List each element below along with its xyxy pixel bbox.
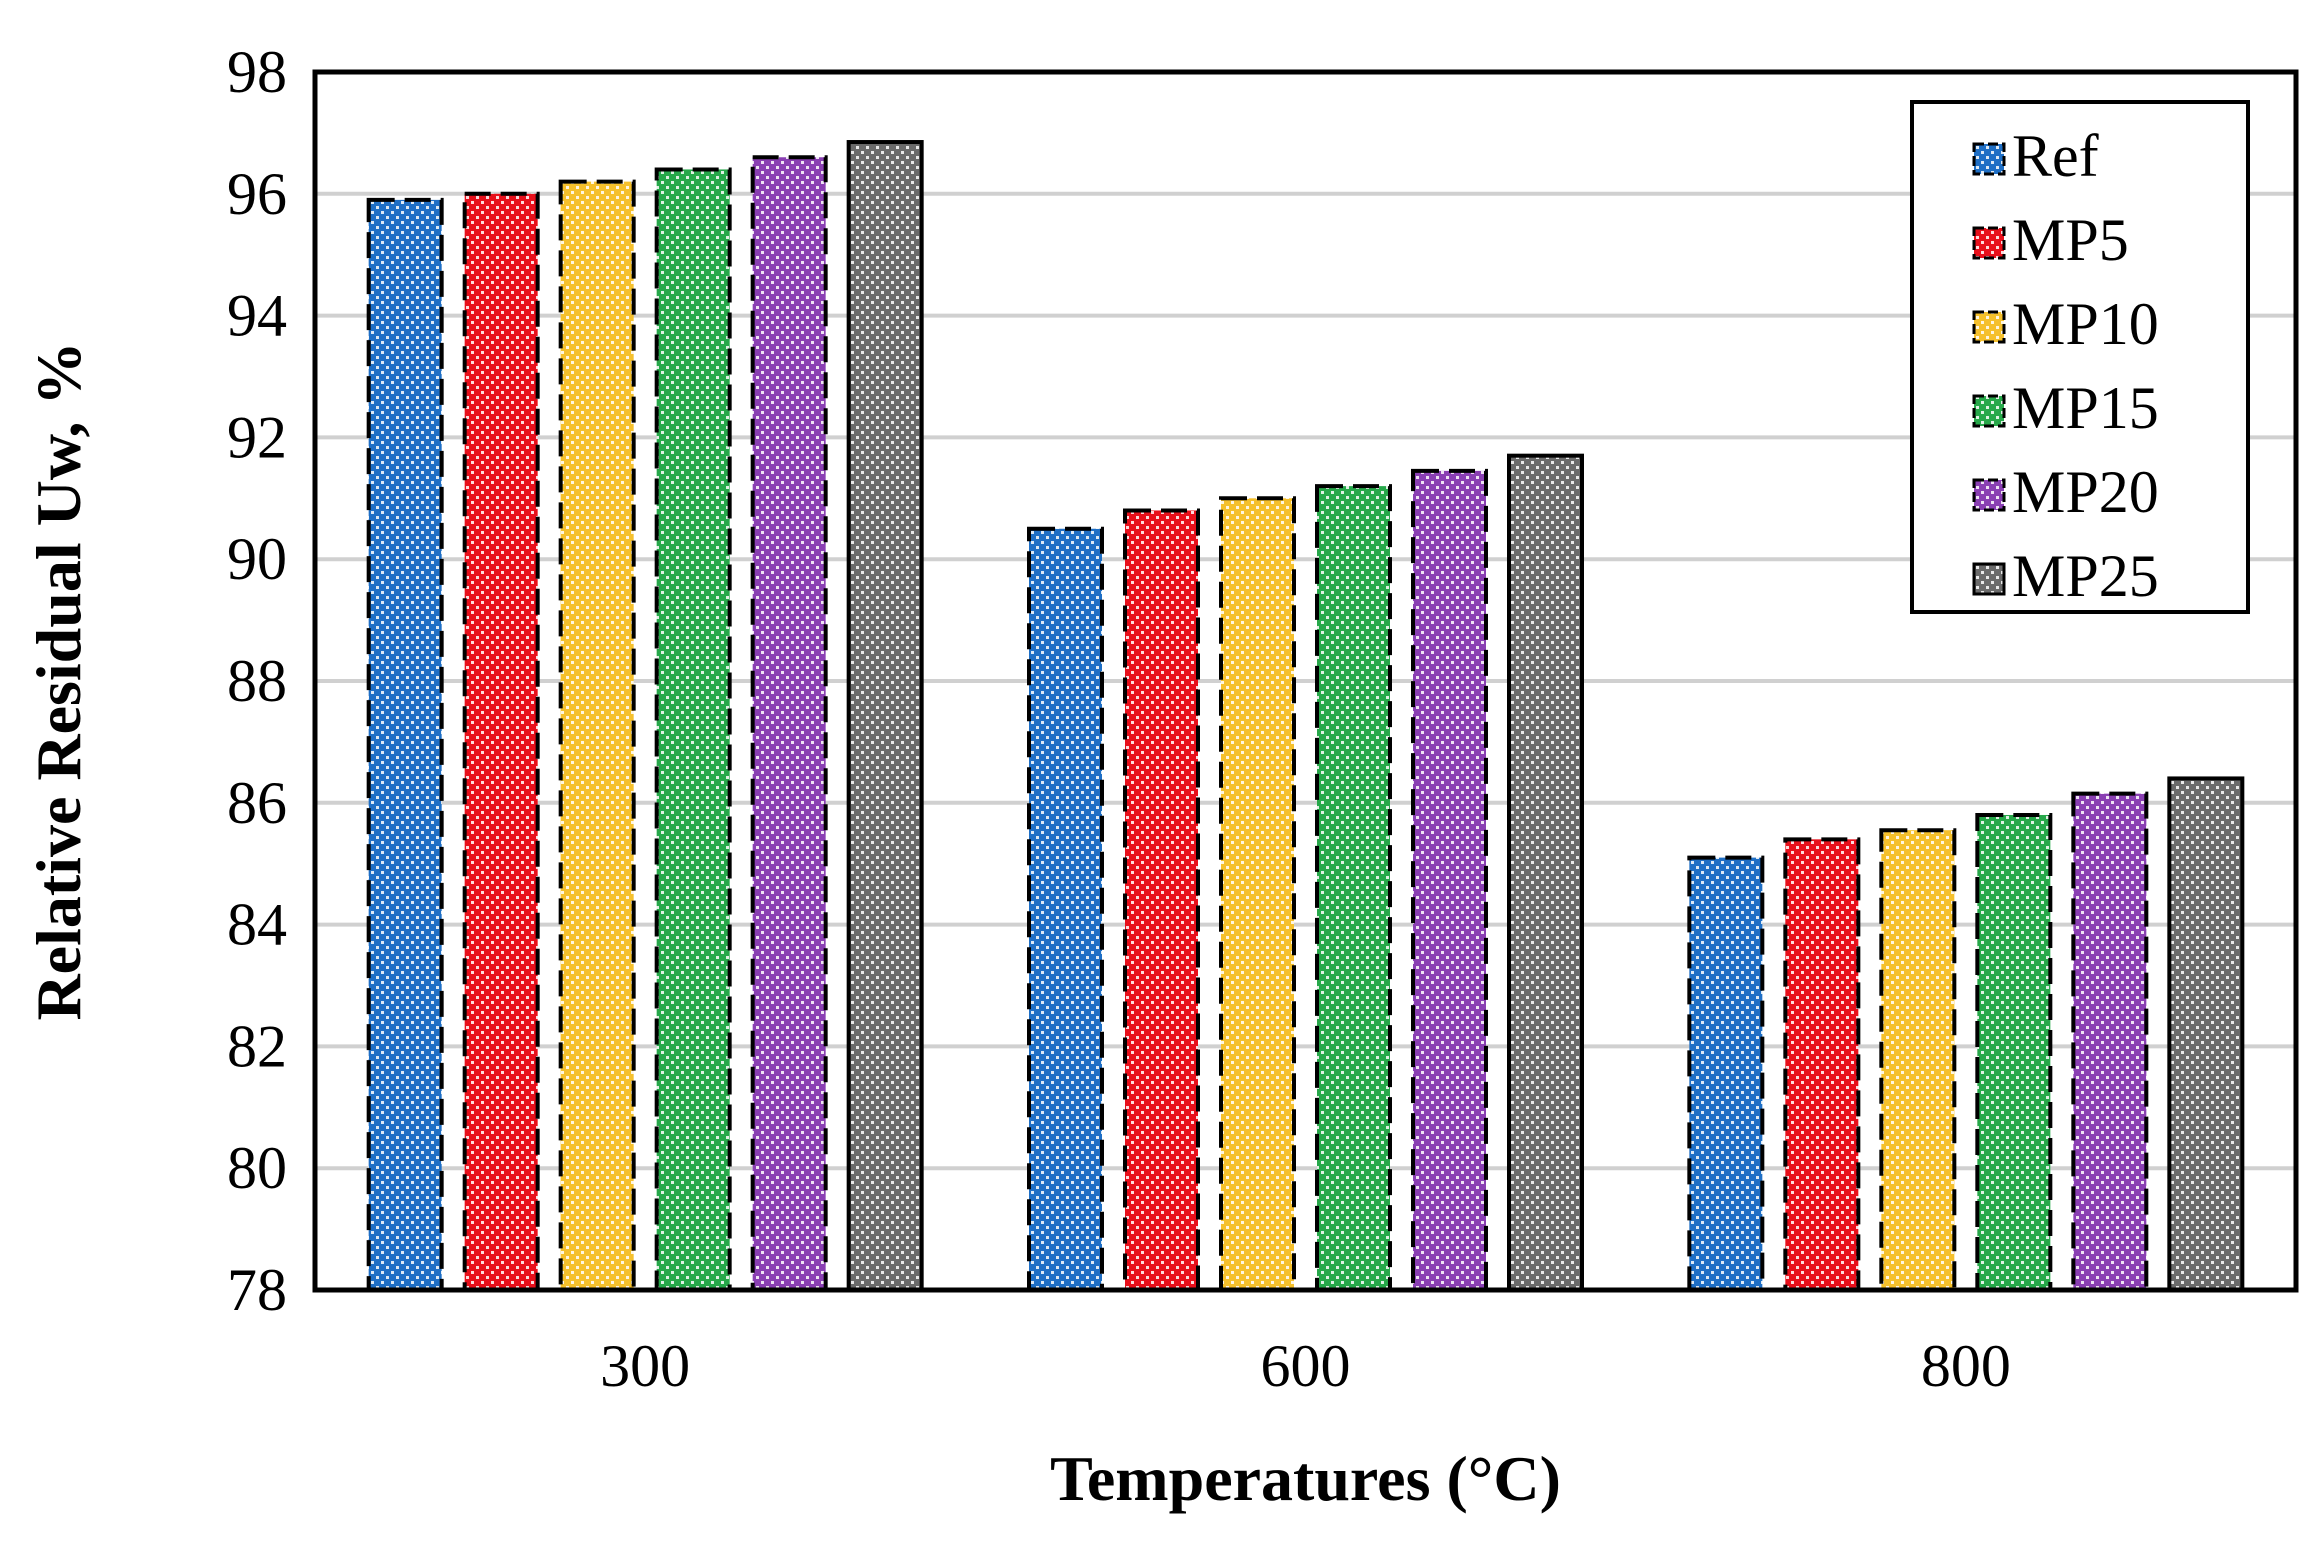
bar-mp20-300 <box>750 155 828 1292</box>
legend-label-ref: Ref <box>2012 123 2099 189</box>
legend-swatch-mp20 <box>1972 478 2006 512</box>
legend-swatch-mp25 <box>1972 562 2006 596</box>
bar-mp5-800 <box>1783 837 1861 1293</box>
legend-label-mp5: MP5 <box>2012 207 2129 273</box>
legend-label-mp10: MP10 <box>2012 291 2159 357</box>
y-tick-label: 98 <box>227 39 287 105</box>
x-tick-label: 300 <box>600 1333 690 1399</box>
y-tick-label: 94 <box>227 283 287 349</box>
x-tick-label: 600 <box>1261 1333 1351 1399</box>
legend: Ref MP5 MP10 MP15 MP20 MP25 <box>1910 100 2250 614</box>
legend-swatch-ref <box>1972 142 2006 176</box>
x-axis-ticks: 300 600 800 <box>600 1333 2011 1399</box>
bar-mp20-800 <box>2071 791 2149 1292</box>
bar-mp25-300 <box>846 140 924 1292</box>
plot-frame <box>312 69 2299 1293</box>
bar-ref-600 <box>1027 526 1104 1292</box>
bar-mp5-300 <box>462 191 540 1292</box>
bar-mp25-600 <box>1507 453 1584 1293</box>
legend-label-mp20: MP20 <box>2012 459 2159 525</box>
legend-swatch-mp15 <box>1972 394 2006 428</box>
x-tick-label: 800 <box>1921 1333 2011 1399</box>
bars <box>366 140 2245 1293</box>
gridlines <box>315 191 2296 1171</box>
bar-ref-800 <box>1687 855 1765 1292</box>
y-tick-label: 78 <box>227 1257 287 1323</box>
y-tick-label: 88 <box>227 648 287 714</box>
bar-mp10-300 <box>558 179 636 1292</box>
bar-mp25-800 <box>2167 776 2245 1292</box>
legend-label-mp15: MP15 <box>2012 375 2159 441</box>
y-axis-ticks: 78 80 82 84 86 88 90 92 94 96 98 <box>227 39 287 1323</box>
legend-box <box>1910 100 2250 614</box>
y-axis-title: Relative Residual Uw, % <box>23 341 94 1020</box>
legend-label-mp25: MP25 <box>2012 543 2159 609</box>
legend-swatch-mp10 <box>1972 310 2006 344</box>
legend-swatch-mp5 <box>1972 226 2006 260</box>
bar-mp10-600 <box>1219 496 1296 1292</box>
bar-mp5-600 <box>1123 508 1200 1293</box>
bar-mp20-600 <box>1411 468 1488 1292</box>
y-tick-label: 84 <box>227 892 287 958</box>
y-tick-label: 80 <box>227 1135 287 1201</box>
y-tick-label: 86 <box>227 770 287 836</box>
bar-mp10-800 <box>1879 828 1957 1293</box>
y-tick-label: 92 <box>227 404 287 470</box>
y-tick-label: 90 <box>227 526 287 592</box>
bar-mp15-800 <box>1975 812 2053 1292</box>
y-tick-label: 96 <box>227 161 287 227</box>
bar-mp15-600 <box>1315 484 1392 1292</box>
x-axis-title: Temperatures (°C) <box>1050 1443 1561 1514</box>
bar-ref-300 <box>366 197 444 1292</box>
bar-mp15-300 <box>654 167 732 1293</box>
y-tick-label: 82 <box>227 1013 287 1079</box>
